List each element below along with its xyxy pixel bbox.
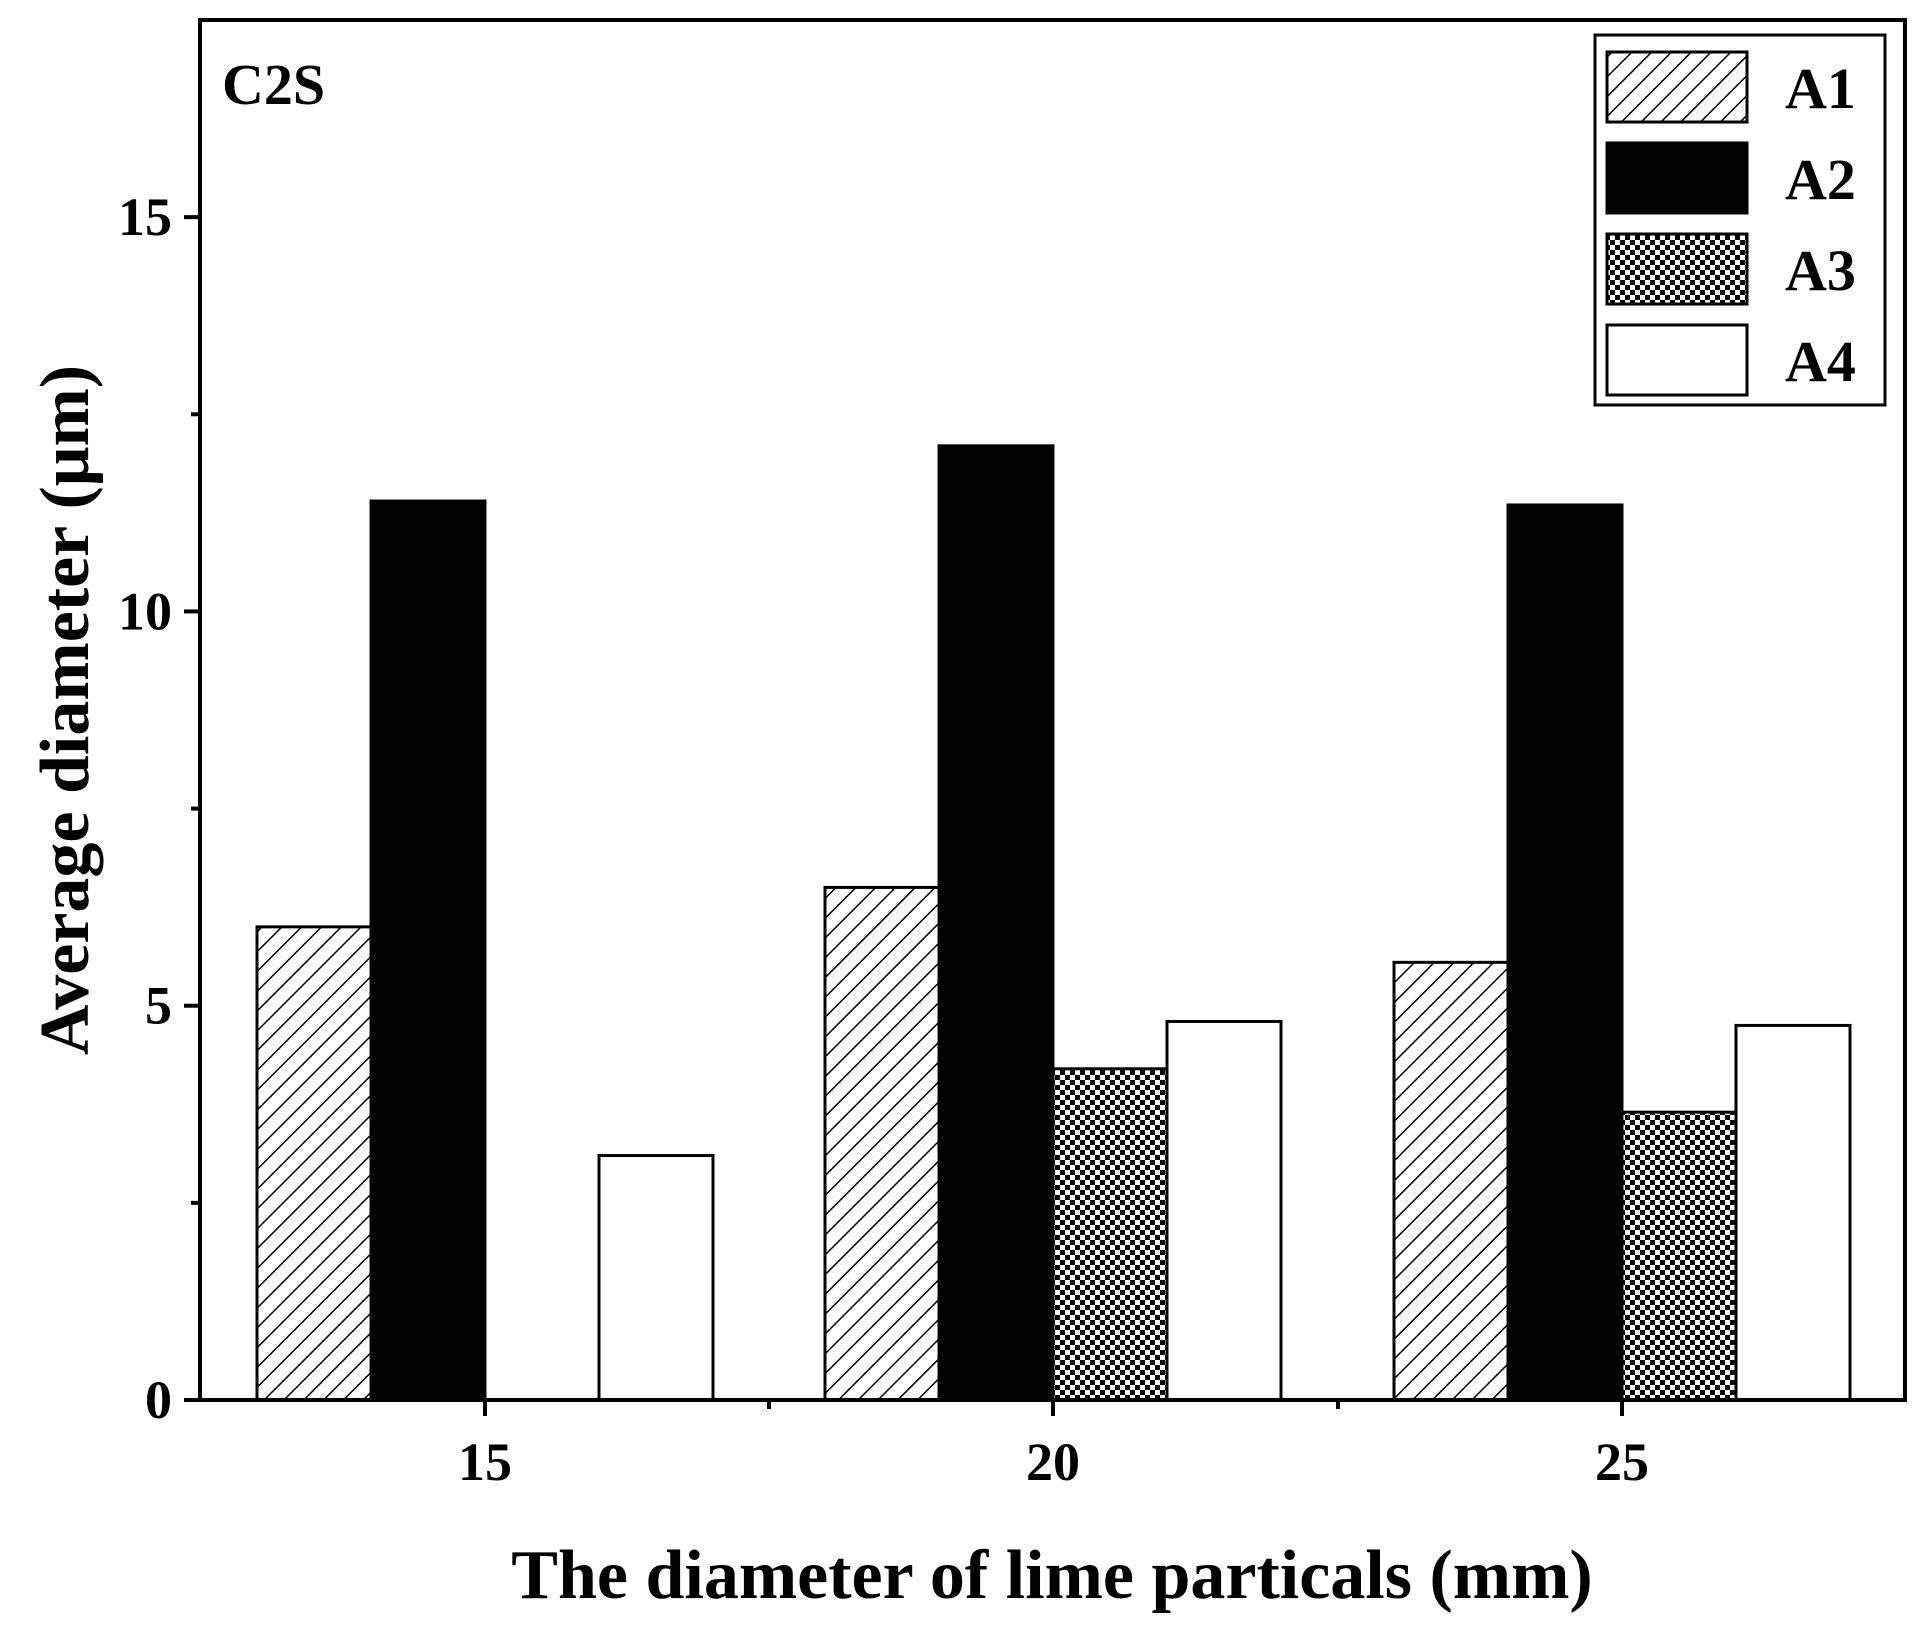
y-axis: 0 5 10 15 <box>118 187 200 1430</box>
legend-label-a4: A4 <box>1785 329 1856 394</box>
legend-swatch-a4 <box>1605 323 1749 397</box>
bar-a4-20 <box>1165 1019 1283 1402</box>
bar-a4-15 <box>597 1154 715 1402</box>
x-tick-label: 15 <box>458 1432 512 1492</box>
legend-label-a3: A3 <box>1785 238 1856 303</box>
bar-a1-15 <box>255 925 373 1402</box>
bar-a4-25 <box>1734 1023 1852 1402</box>
bar-a1-20 <box>823 885 941 1402</box>
bar-a2-25 <box>1506 503 1624 1402</box>
bar-a3-25 <box>1620 1110 1738 1402</box>
y-axis-title: Average diameter (μm) <box>27 365 104 1055</box>
x-axis-title: The diameter of lime particals (mm) <box>511 1537 1592 1614</box>
y-tick-label: 10 <box>118 581 172 641</box>
y-tick-label: 0 <box>145 1370 172 1430</box>
panel-label: C2S <box>222 52 325 117</box>
bar-a2-15 <box>369 499 487 1402</box>
y-tick-label: 5 <box>145 976 172 1036</box>
legend-swatch-a1 <box>1605 50 1749 124</box>
y-tick-label: 15 <box>118 187 172 247</box>
legend-swatch-a2 <box>1605 141 1749 215</box>
legend-label-a2: A2 <box>1785 147 1856 212</box>
legend-label-a1: A1 <box>1785 56 1856 121</box>
legend-swatch-a3 <box>1605 232 1749 306</box>
legend: A1 A2 A3 A4 <box>1593 33 1887 407</box>
x-tick-label: 20 <box>1026 1432 1080 1492</box>
x-tick-label: 25 <box>1595 1432 1649 1492</box>
x-axis: 15 20 25 <box>458 1400 1649 1492</box>
bar-a2-20 <box>937 444 1055 1402</box>
bar-a1-25 <box>1392 960 1510 1402</box>
bar-a3-20 <box>1051 1067 1169 1402</box>
bars-layer <box>255 444 1852 1402</box>
